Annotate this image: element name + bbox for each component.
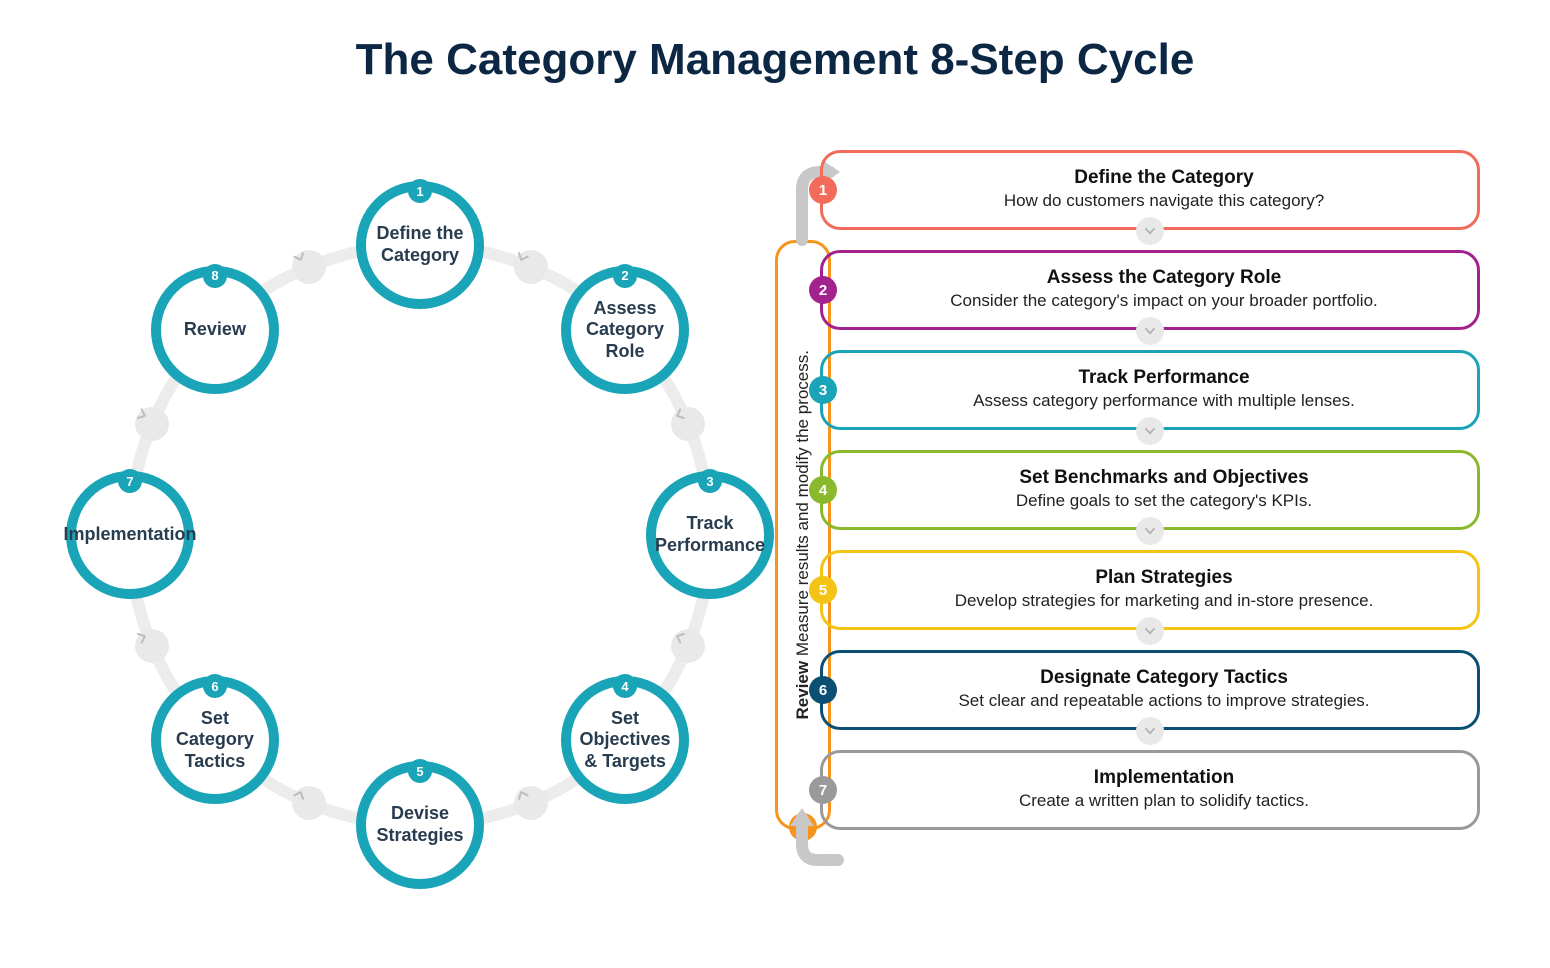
card-badge: 1 xyxy=(809,176,837,204)
cycle-node-label: Set Category Tactics xyxy=(161,708,269,773)
cycle-node-label: Devise Strategies xyxy=(366,803,474,846)
card-subtitle: Develop strategies for marketing and in-… xyxy=(871,591,1457,611)
card-badge: 2 xyxy=(809,276,837,304)
cycle-node-6: Set Category Tactics 6 xyxy=(151,676,279,804)
card-title: Designate Category Tactics xyxy=(871,667,1457,689)
cycle-connector xyxy=(671,629,705,663)
card-connector xyxy=(1136,417,1164,445)
card-title: Plan Strategies xyxy=(871,567,1457,589)
card-subtitle: Set clear and repeatable actions to impr… xyxy=(871,691,1457,711)
card-3: Track PerformanceAssess category perform… xyxy=(820,350,1480,430)
cycle-node-3: Track Performance 3 xyxy=(646,471,774,599)
cycle-node-badge: 6 xyxy=(203,674,227,698)
card-5: Plan StrategiesDevelop strategies for ma… xyxy=(820,550,1480,630)
card-badge: 4 xyxy=(809,476,837,504)
card-subtitle: Define goals to set the category's KPIs. xyxy=(871,491,1457,511)
cycle-connector xyxy=(292,786,326,820)
cycle-node-badge: 5 xyxy=(408,759,432,783)
card-connector xyxy=(1136,217,1164,245)
cycle-node-label: Set Objectives & Targets xyxy=(571,708,679,773)
card-2: Assess the Category RoleConsider the cat… xyxy=(820,250,1480,330)
cycle-connector xyxy=(135,407,169,441)
card-connector xyxy=(1136,717,1164,745)
cycle-connector xyxy=(671,407,705,441)
card-title: Implementation xyxy=(871,767,1457,789)
cycle-node-label: Assess Category Role xyxy=(571,298,679,363)
card-subtitle: Consider the category's impact on your b… xyxy=(871,291,1457,311)
cycle-node-badge: 1 xyxy=(408,179,432,203)
cycle-node-badge: 3 xyxy=(698,469,722,493)
card-connector xyxy=(1136,617,1164,645)
cycle-node-5: Devise Strategies 5 xyxy=(356,761,484,889)
card-badge: 6 xyxy=(809,676,837,704)
card-7: ImplementationCreate a written plan to s… xyxy=(820,750,1480,830)
cycle-diagram: Define the Category 1 Assess Category Role… xyxy=(80,135,760,935)
card-6: Designate Category TacticsSet clear and … xyxy=(820,650,1480,730)
card-1: Define the CategoryHow do customers navi… xyxy=(820,150,1480,230)
card-title: Assess the Category Role xyxy=(871,267,1457,289)
cycle-node-badge: 4 xyxy=(613,674,637,698)
cycle-node-2: Assess Category Role 2 xyxy=(561,266,689,394)
cycle-node-8: Review 8 xyxy=(151,266,279,394)
card-4: Set Benchmarks and ObjectivesDefine goal… xyxy=(820,450,1480,530)
card-subtitle: Assess category performance with multipl… xyxy=(871,391,1457,411)
cycle-node-badge: 7 xyxy=(118,469,142,493)
cycle-connector xyxy=(292,250,326,284)
cycle-node-badge: 2 xyxy=(613,264,637,288)
cycle-node-badge: 8 xyxy=(203,264,227,288)
cycle-connector xyxy=(135,629,169,663)
card-title: Define the Category xyxy=(871,167,1457,189)
card-badge: 5 xyxy=(809,576,837,604)
cycle-node-7: Implementation7 xyxy=(66,471,194,599)
card-badge: 7 xyxy=(809,776,837,804)
cycle-connector xyxy=(514,250,548,284)
cycle-node-1: Define the Category 1 xyxy=(356,181,484,309)
card-connector xyxy=(1136,317,1164,345)
cycle-node-label: Review xyxy=(176,319,254,341)
cycle-node-label: Define the Category xyxy=(366,223,474,266)
cycle-node-4: Set Objectives & Targets 4 xyxy=(561,676,689,804)
cycle-connector xyxy=(514,786,548,820)
review-text: Review Measure results and modify the pr… xyxy=(793,350,813,719)
page-title: The Category Management 8-Step Cycle xyxy=(0,35,1550,85)
card-title: Track Performance xyxy=(871,367,1457,389)
card-badge: 3 xyxy=(809,376,837,404)
card-title: Set Benchmarks and Objectives xyxy=(871,467,1457,489)
cycle-node-label: Track Performance xyxy=(647,513,773,556)
card-subtitle: Create a written plan to solidify tactic… xyxy=(871,791,1457,811)
card-connector xyxy=(1136,517,1164,545)
card-subtitle: How do customers navigate this category? xyxy=(871,191,1457,211)
card-list: Define the CategoryHow do customers navi… xyxy=(820,150,1500,850)
cycle-node-label: Implementation xyxy=(56,524,205,546)
